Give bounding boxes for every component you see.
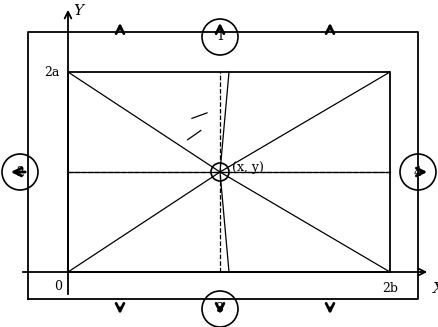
Text: 2b: 2b — [382, 282, 398, 295]
Text: Y: Y — [73, 4, 83, 18]
Text: 1: 1 — [216, 30, 224, 43]
Text: (x, y): (x, y) — [232, 161, 264, 174]
Text: 2: 2 — [16, 165, 24, 179]
Text: 0: 0 — [54, 280, 62, 293]
Text: 4: 4 — [414, 165, 422, 179]
Text: 3: 3 — [216, 302, 224, 316]
Text: X: X — [433, 282, 438, 296]
Text: 2a: 2a — [45, 65, 60, 78]
